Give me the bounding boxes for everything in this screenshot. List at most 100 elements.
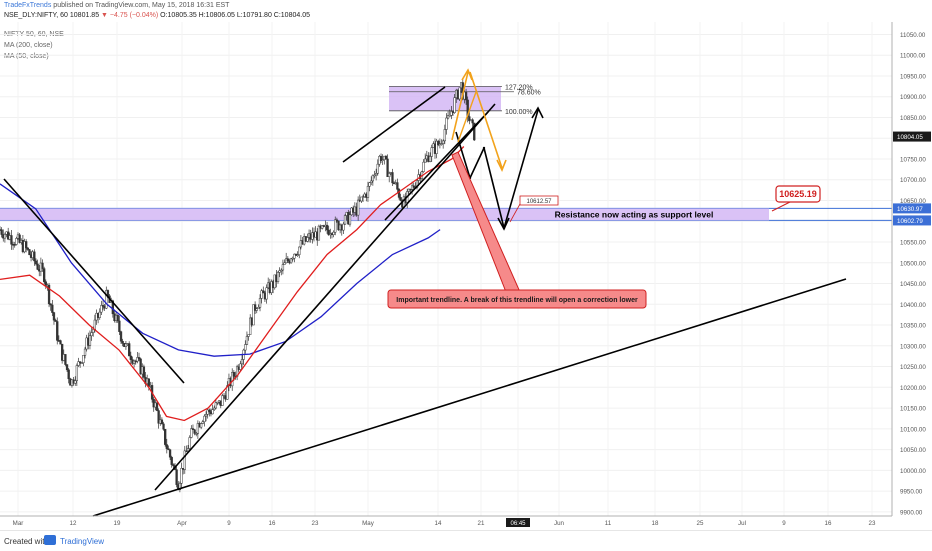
zone-callout-text: 10625.19 [779,189,817,199]
fib-label: 127.20% [505,84,533,91]
price-tick: 10500.00 [900,260,926,267]
price-axis[interactable]: 11050.00 11000.00 10950.00 10900.00 10850.00… [891,22,931,516]
candle-body [373,174,376,177]
candle-body [348,214,352,225]
candle-body [370,180,373,183]
support-zone[interactable] [0,208,769,221]
candle-body [59,340,62,345]
time-tick: 16 [269,520,276,527]
symbol-name: NSE_DLY:NIFTY, 60 [4,12,68,19]
tradingview-brand[interactable]: TradingView [60,537,105,546]
price-tick: 10400.00 [900,302,926,309]
candle-body [47,284,51,305]
zone-price-tag [893,203,931,214]
candle-body [203,415,206,422]
candle-body [435,140,438,154]
time-tick: 23 [869,520,876,527]
legend-ma50[interactable]: MA (50, close) [4,53,49,60]
candle-body [327,229,330,236]
drawings [3,68,847,517]
trendline [384,111,489,221]
candle-body [226,385,229,400]
candle-body [428,156,432,162]
candle-body [128,343,131,357]
candle-body [240,359,244,365]
candle-body [258,298,262,308]
price-tick: 11050.00 [900,32,926,39]
candle-body [78,361,82,364]
projection-arrow [503,109,539,229]
support-zone-label: Resistance now acting as support level [555,209,714,219]
candle-body [175,469,178,485]
candle-body [278,270,281,273]
candle-body [208,409,211,413]
candle-body [213,407,216,410]
candle-body [93,319,96,330]
last-price: 10801.85 [69,12,100,19]
orange-arrow [469,71,503,169]
candle-body [155,402,159,411]
candle-body [188,437,191,449]
candle-body [211,409,214,415]
candles [0,78,476,493]
candle-body [381,159,384,161]
candle-body [289,258,293,264]
candle-body [191,428,195,430]
arrow-head [496,159,507,172]
candle-body [296,254,299,256]
publish-info: published on TradingView.com, May 15, 20… [53,2,230,9]
candle-body [371,175,375,182]
candle-body [464,91,468,101]
candle-body [44,281,47,286]
candle-body [440,143,443,145]
candle-body [28,249,31,256]
price-tick: 10550.00 [900,240,926,247]
arrow-head [482,146,486,150]
trendline [342,86,446,163]
candle-body [361,196,365,198]
orange-arrow [457,91,477,143]
candle-body [386,158,389,177]
candle-body [183,450,186,470]
candle-body [430,147,433,157]
time-tick: 9 [782,520,786,527]
time-axis[interactable]: Mar 12 19 Apr 9 16 23 May 14 21 06:45 Jun 11 18 25 Jul 9… [0,515,892,527]
publisher-name[interactable]: TradeFxTrends [4,2,52,9]
current-time-tag [506,518,530,527]
legend-ma200[interactable]: MA (200, close) [4,42,53,49]
candle-body [325,224,329,231]
candle-body [137,357,141,360]
ma200-line[interactable] [0,183,441,357]
current-price-text: 10804.05 [897,134,923,141]
candle-body [43,268,46,282]
candle-body [190,428,193,438]
orange-arrow [451,71,469,141]
candle-body [388,173,391,177]
candle-body [298,246,301,255]
candle-body [343,215,347,225]
zone-price-tag [893,215,931,226]
candle-body [18,234,21,243]
candle-body [265,287,268,300]
candle-body [75,365,79,381]
candle-body [80,362,83,365]
price-tick: 10650.00 [900,198,926,205]
time-tick: 25 [697,520,704,527]
trendline [3,178,185,384]
time-tick: 9 [227,520,231,527]
trendline-callout-text: Important trendline. A break of this tre… [396,297,638,304]
arrow-head [497,217,510,231]
candle-body [64,354,67,365]
candle-body [410,185,414,190]
ma50-line[interactable] [0,146,465,422]
candle-body [239,363,242,370]
candle-body [129,355,132,360]
candle-body [335,219,339,222]
ohlc-values: O:10805.35 H:10806.05 L:10791.80 C:10804… [160,12,310,19]
candle-body [142,366,146,378]
current-time-text: 06:45 [510,521,526,527]
fib-box[interactable] [389,86,501,111]
candle-body [193,429,196,434]
candle-body [82,355,85,364]
